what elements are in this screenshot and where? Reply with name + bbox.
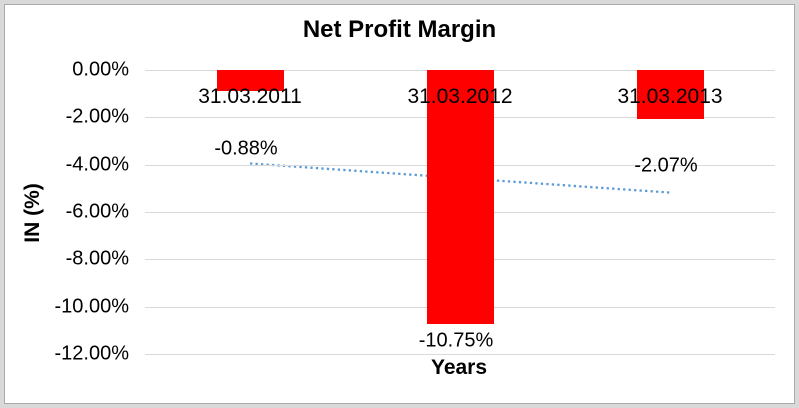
value-label: -2.07%: [634, 154, 698, 177]
y-tick-label: -6.00%: [65, 200, 129, 223]
y-tick-label: -8.00%: [65, 247, 129, 270]
gridline: [145, 354, 775, 355]
chart-title: Net Profit Margin: [302, 16, 497, 43]
bar-31.03.2011: [216, 70, 284, 91]
chart-area: Net Profit Margin IN (%) Years 0.00% -2.0…: [4, 4, 795, 404]
x-axis-title: Years: [430, 356, 488, 379]
y-tick-label: -12.00%: [54, 342, 130, 365]
category-label: 31.03.2011: [198, 85, 302, 108]
bar-31.03.2012: [426, 70, 494, 325]
y-tick-label: -2.00%: [65, 105, 129, 128]
y-tick-label: -4.00%: [65, 153, 129, 176]
y-tick-label: -10.00%: [54, 295, 130, 318]
value-label: -0.88%: [214, 137, 278, 160]
value-label: -10.75%: [418, 329, 494, 352]
category-label: 31.03.2013: [617, 85, 723, 108]
bar-31.03.2013: [636, 70, 704, 119]
category-label: 31.03.2012: [407, 85, 513, 108]
y-tick-label: 0.00%: [72, 58, 129, 81]
